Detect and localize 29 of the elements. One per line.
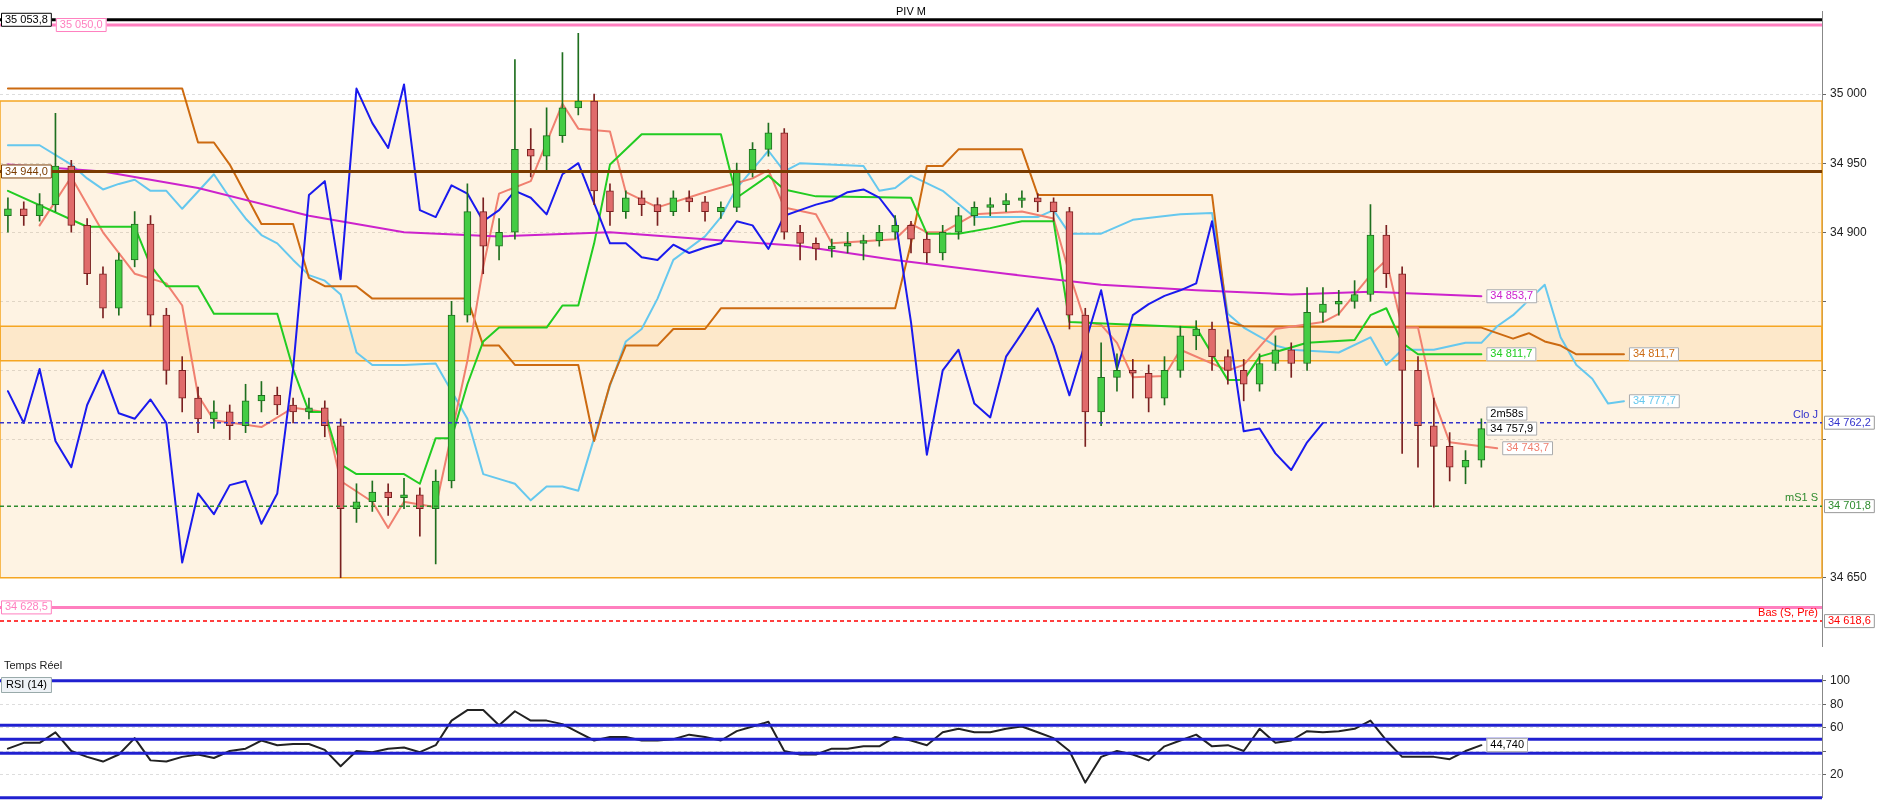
annotation: 44,740 (1490, 738, 1525, 751)
text: 34 757,9 (1490, 421, 1534, 434)
data-label: 34 811,7 (1632, 347, 1675, 360)
ref-line-label: 34 762,2 (1828, 415, 1871, 428)
ref-line-label: 34 618,6 (1828, 614, 1871, 627)
y-tick-label: 60 (1830, 719, 1844, 734)
annotation: PIV M (896, 4, 926, 17)
y-tick-label: 20 (1830, 766, 1844, 781)
chart-title: RSI (14) (6, 678, 47, 691)
ref-line-label: 35 053,8 (5, 12, 48, 25)
data-label: 34 811,7 (1490, 347, 1533, 360)
text: 2m58s (1490, 406, 1524, 419)
chart-subtitle: Temps Réel (4, 659, 63, 672)
annotation: Bas (S, Pré) (1758, 606, 1818, 619)
y-tick-label: 100 (1830, 673, 1851, 688)
ref-line-label: 34 628,5 (5, 600, 48, 613)
data-label: 34 743,7 (1506, 441, 1550, 454)
y-tick-label: 34 950 (1830, 155, 1868, 170)
data-label: 34 777,7 (1632, 394, 1676, 407)
annotation: mS1 S (1784, 491, 1818, 504)
y-tick-label: 34 650 (1830, 570, 1868, 585)
ref-line-label: 34 701,8 (1828, 499, 1871, 512)
data-label: 34 853,7 (1490, 289, 1534, 302)
y-tick-label: 80 (1830, 696, 1844, 711)
y-tick-label: 34 900 (1830, 224, 1868, 239)
annotation: Clo J (1792, 407, 1818, 420)
y-tick-label: 35 000 (1830, 86, 1868, 101)
ref-line-label: 34 944,0 (5, 164, 48, 177)
ref-line-label: 35 050,0 (59, 18, 103, 31)
